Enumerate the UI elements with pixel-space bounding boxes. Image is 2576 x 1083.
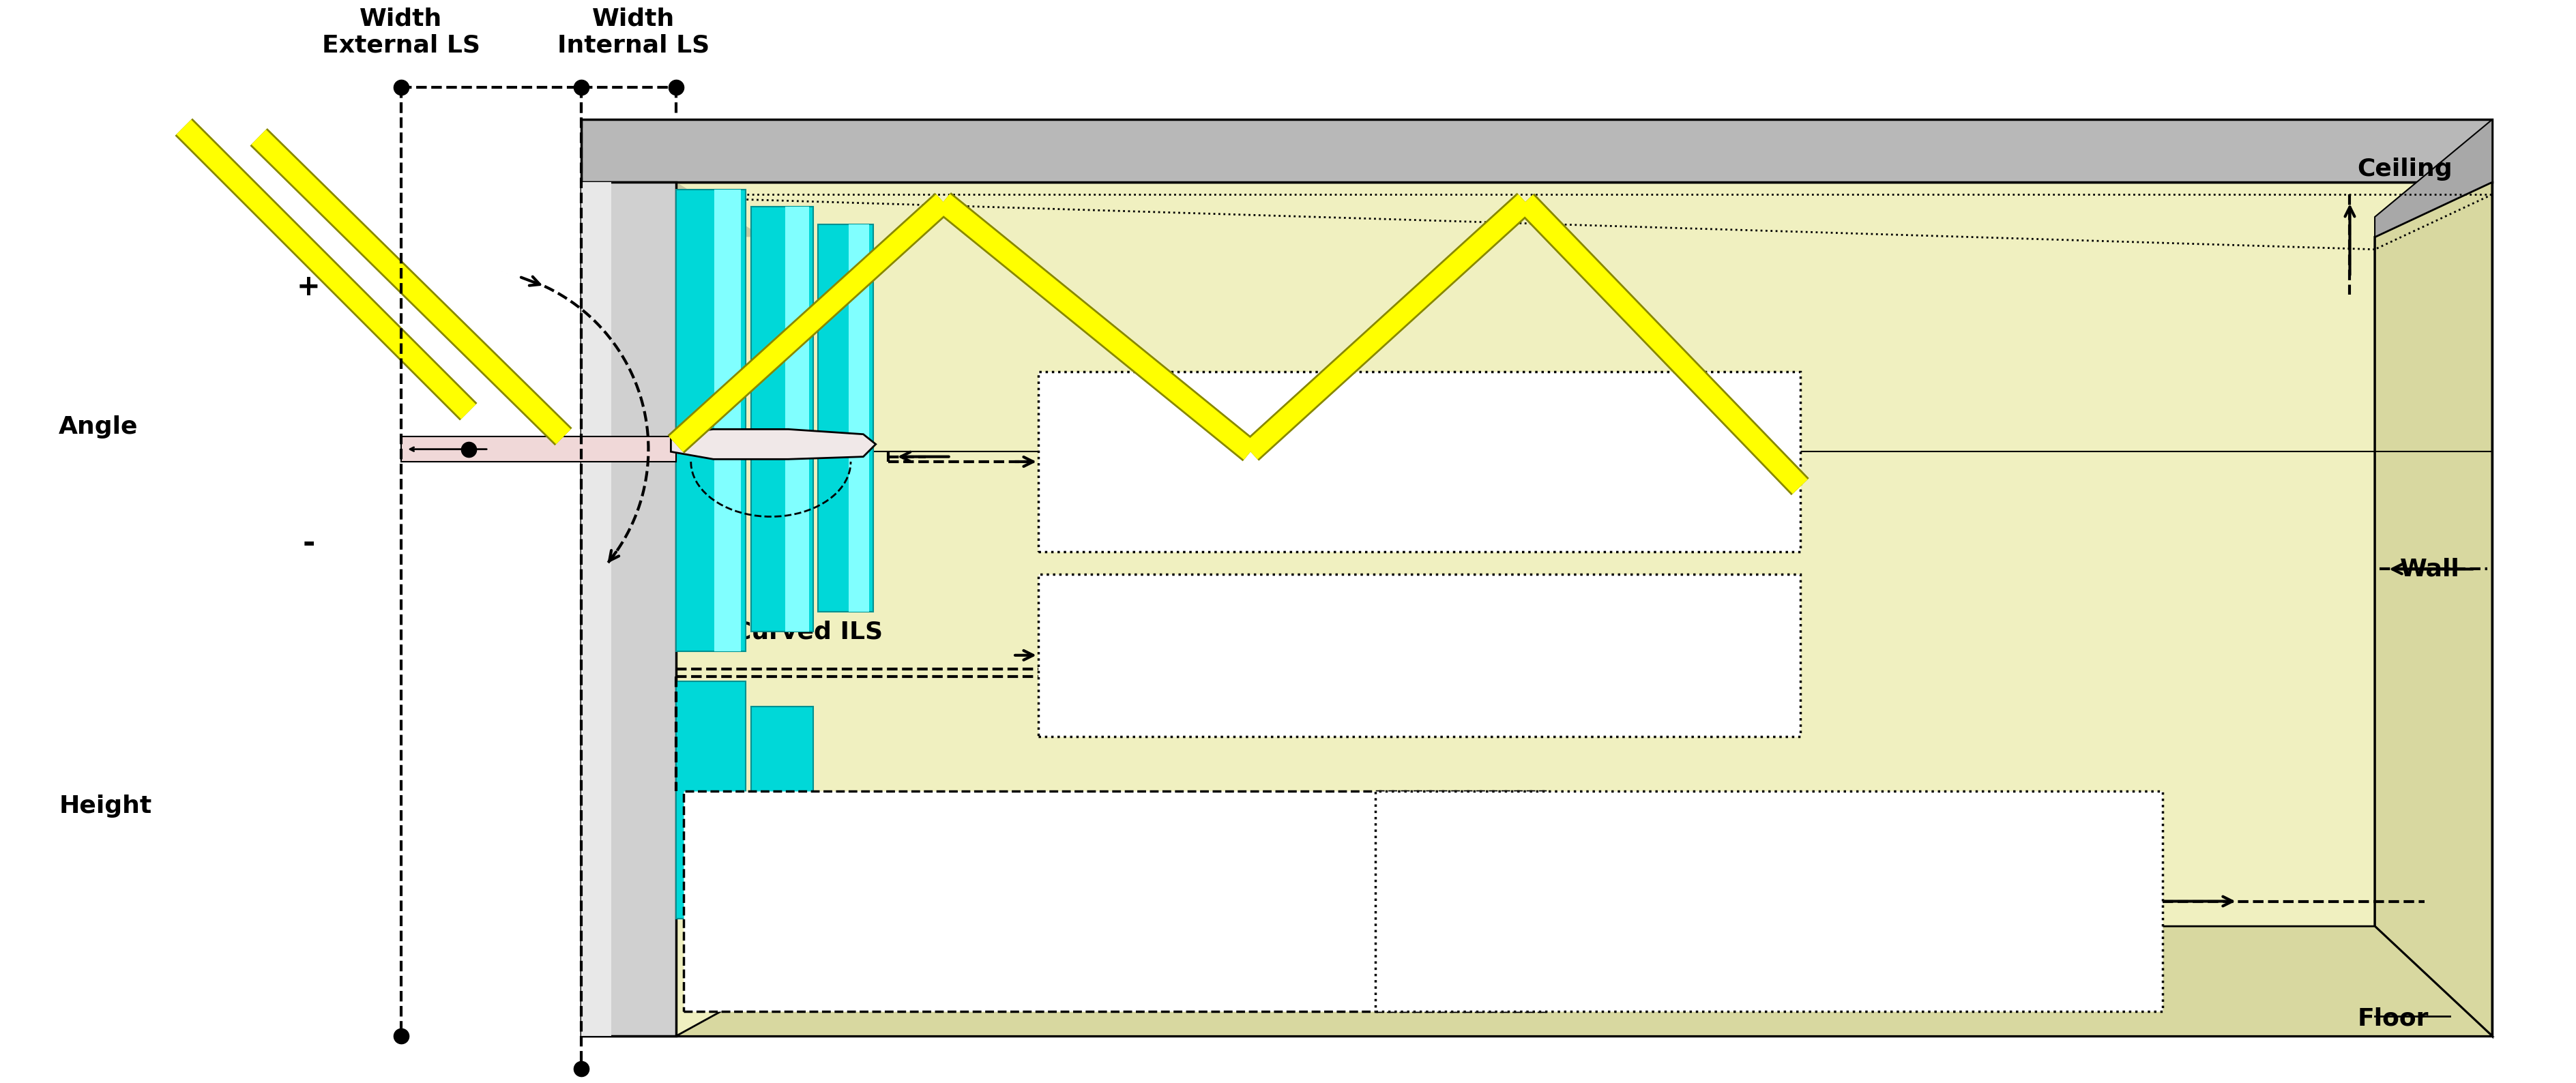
Text: Angle: Angle	[59, 415, 139, 439]
Text: External Light Shelf: External Light Shelf	[1280, 643, 1556, 667]
FancyBboxPatch shape	[675, 681, 747, 918]
FancyBboxPatch shape	[1376, 792, 2161, 1012]
Text: Internal Light Shelf: Internal Light Shelf	[1285, 451, 1553, 473]
Polygon shape	[2375, 182, 2491, 1036]
Polygon shape	[582, 182, 2491, 1036]
Polygon shape	[2375, 119, 2491, 237]
Text: Floor: Floor	[2357, 1007, 2429, 1030]
Text: -: -	[301, 530, 314, 559]
FancyBboxPatch shape	[786, 207, 809, 631]
Polygon shape	[670, 429, 876, 459]
Text: Curved ILS: Curved ILS	[734, 619, 884, 643]
FancyBboxPatch shape	[683, 792, 1546, 1012]
Text: Width
External LS: Width External LS	[322, 6, 479, 57]
FancyBboxPatch shape	[848, 224, 871, 612]
FancyBboxPatch shape	[819, 224, 873, 612]
Text: Integrated PV Module: Integrated PV Module	[963, 889, 1267, 913]
Text: Width
Internal LS: Width Internal LS	[556, 6, 708, 57]
Polygon shape	[582, 119, 2491, 182]
Text: Height: Height	[59, 795, 152, 818]
Polygon shape	[582, 182, 762, 237]
FancyBboxPatch shape	[750, 207, 814, 631]
Text: +: +	[296, 273, 319, 301]
FancyBboxPatch shape	[1038, 574, 1801, 736]
Text: Ceiling: Ceiling	[2357, 158, 2452, 181]
FancyBboxPatch shape	[675, 190, 747, 652]
FancyBboxPatch shape	[1038, 371, 1801, 551]
FancyBboxPatch shape	[402, 436, 675, 461]
Polygon shape	[582, 182, 675, 1036]
Polygon shape	[582, 182, 611, 1036]
Text: Materials Reflection: Materials Reflection	[1628, 889, 1909, 913]
Text: Wall: Wall	[2401, 558, 2460, 580]
FancyBboxPatch shape	[750, 706, 814, 918]
FancyBboxPatch shape	[714, 190, 742, 652]
Polygon shape	[675, 926, 2491, 1036]
